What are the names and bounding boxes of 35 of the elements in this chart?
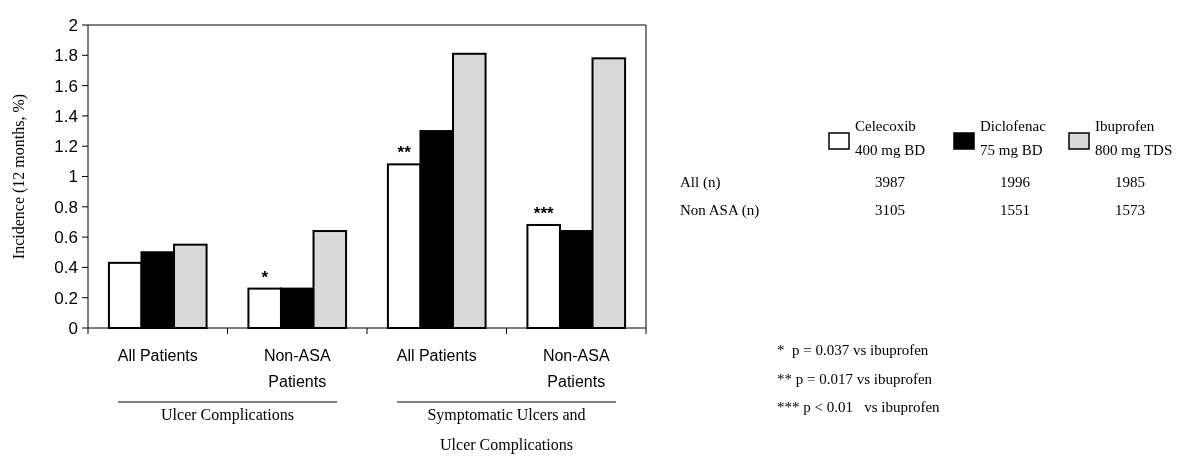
y-tick-label: 1.4 <box>54 106 78 126</box>
text: 3105 <box>875 202 905 218</box>
y-axis-title: Incidence (12 months, %) <box>9 93 28 260</box>
annotation: * <box>261 267 269 287</box>
text: 1985 <box>1115 174 1145 190</box>
text: *** p < 0.01 vs ibuprofen <box>777 399 941 415</box>
text: ** p = 0.017 vs ibuprofen <box>777 370 933 387</box>
x-tick-label: Non-ASA Patients <box>542 347 610 391</box>
text: 1573 <box>1115 202 1145 218</box>
y-tick-label: 1.2 <box>54 137 78 157</box>
text: * p = 0.037 vs ibuprofen <box>777 342 929 358</box>
y-tick-label: 0.6 <box>54 228 78 248</box>
legend-label: Celecoxib 400 mg BD <box>855 118 926 158</box>
legend-label: Ibuprofen 800 mg TDS <box>1095 118 1173 158</box>
legend-label: Diclofenac 75 mg BD <box>980 118 1047 158</box>
x-tick-label: All Patients <box>396 347 477 365</box>
annotation: *** <box>533 203 554 223</box>
y-tick-label: 0.8 <box>54 197 78 217</box>
text: 3987 <box>875 174 906 190</box>
text: 1996 <box>1000 174 1031 190</box>
text: Non ASA (n) <box>680 202 760 219</box>
text: All (n) <box>680 174 721 191</box>
y-tick-label: 1 <box>68 167 78 187</box>
y-tick-label: 2 <box>68 15 78 35</box>
y-tick-label: 1.6 <box>54 76 78 96</box>
x-tick-label: All Patients <box>117 347 198 365</box>
text: Symptomatic Ulcers and Ulcer Complications <box>427 406 586 454</box>
text: 1551 <box>1000 202 1030 218</box>
text: Ulcer Complications <box>161 406 294 424</box>
x-tick-label: Non-ASA Patients <box>263 347 331 391</box>
y-tick-label: 0 <box>68 318 78 338</box>
y-tick-label: 0.4 <box>54 258 78 278</box>
annotation: ** <box>397 143 412 163</box>
y-tick-label: 0.2 <box>54 288 78 308</box>
y-tick-label: 1.8 <box>54 46 78 66</box>
